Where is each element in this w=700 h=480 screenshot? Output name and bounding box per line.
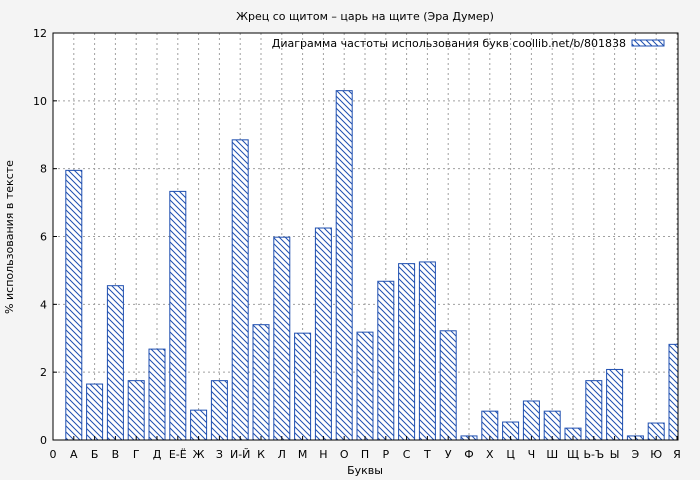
x-tick-label: Ю: [650, 448, 662, 461]
bar: [335, 90, 353, 441]
x-tick-label: Н: [319, 448, 327, 461]
bar: [190, 409, 208, 441]
bar: [668, 343, 679, 441]
x-tick-label: Ч: [528, 448, 536, 461]
x-tick-label: Ш: [546, 448, 558, 461]
x-tick-label: Б: [91, 448, 99, 461]
y-tick-label: 0: [40, 434, 47, 447]
bar: [439, 330, 457, 441]
bar: [543, 410, 561, 441]
bar: [273, 236, 291, 441]
x-tick-label: Х: [486, 448, 494, 461]
bar: [169, 190, 187, 441]
x-tick-label: Р: [382, 448, 389, 461]
y-tick-label: 2: [40, 366, 47, 379]
chart-title: Жрец со щитом – царь на щите (Эра Думер): [236, 10, 494, 23]
x-tick-label: Ы: [610, 448, 620, 461]
x-tick-label: А: [70, 448, 78, 461]
y-axis-ticks: 0 2 4 6 8 10 12: [33, 27, 57, 447]
grid: [53, 33, 678, 440]
legend: Диаграмма частоты использования букв coo…: [272, 37, 665, 50]
x-tick-label: Г: [133, 448, 140, 461]
x-tick-label: П: [361, 448, 369, 461]
x-tick-label: З: [216, 448, 223, 461]
bar: [481, 410, 499, 441]
y-axis-label: % использования в тексте: [3, 160, 16, 314]
bar: [231, 139, 249, 441]
legend-label: Диаграмма частоты использования букв coo…: [272, 37, 626, 50]
x-tick-label: Ц: [506, 448, 515, 461]
bar: [377, 280, 395, 441]
x-tick-label: Ь-Ъ: [583, 448, 604, 461]
bar: [314, 227, 332, 441]
x-axis-label: Буквы: [347, 464, 383, 477]
x-tick-label: Э: [632, 448, 640, 461]
bar: [356, 331, 374, 441]
x-tick-label: Щ: [567, 448, 579, 461]
y-tick-label: 4: [40, 298, 47, 311]
x-tick-label: Д: [153, 448, 162, 461]
bar: [127, 380, 145, 441]
x-tick-label: Я: [673, 448, 681, 461]
bar: [106, 285, 124, 441]
bar: [418, 261, 436, 441]
bar: [252, 324, 270, 441]
x-tick-label: Ф: [464, 448, 473, 461]
y-tick-label: 10: [33, 95, 47, 108]
x-tick-label: Л: [278, 448, 286, 461]
y-tick-label: 8: [40, 163, 47, 176]
bar: [86, 383, 104, 441]
bars: [65, 90, 679, 441]
bar: [294, 332, 312, 441]
x-tick-label: В: [112, 448, 120, 461]
bar: [210, 380, 228, 441]
bar: [398, 263, 416, 441]
bar: [606, 368, 624, 441]
x-tick-label: С: [403, 448, 411, 461]
y-tick-label: 6: [40, 231, 47, 244]
x-tick-label: 0: [50, 448, 57, 461]
bar: [148, 348, 166, 441]
legend-swatch: [631, 39, 665, 47]
bar: [65, 169, 83, 441]
x-axis-ticks: 0 А Б В Г Д Е-Ё Ж З И-Й К Л М Н О П Р С Т У Ф Х Ц Ч Ш Щ Ь-Ъ Ы Э Ю Я: [50, 436, 681, 461]
x-tick-label: О: [340, 448, 349, 461]
x-tick-label: К: [257, 448, 265, 461]
x-tick-label: Ж: [193, 448, 205, 461]
x-tick-label: Т: [423, 448, 431, 461]
y-tick-label: 12: [33, 27, 47, 40]
bar: [585, 380, 603, 441]
x-tick-label: У: [445, 448, 452, 461]
x-tick-label: Е-Ё: [169, 448, 187, 461]
x-tick-label: И-Й: [230, 448, 250, 461]
bar: [522, 400, 540, 441]
x-tick-label: М: [298, 448, 308, 461]
